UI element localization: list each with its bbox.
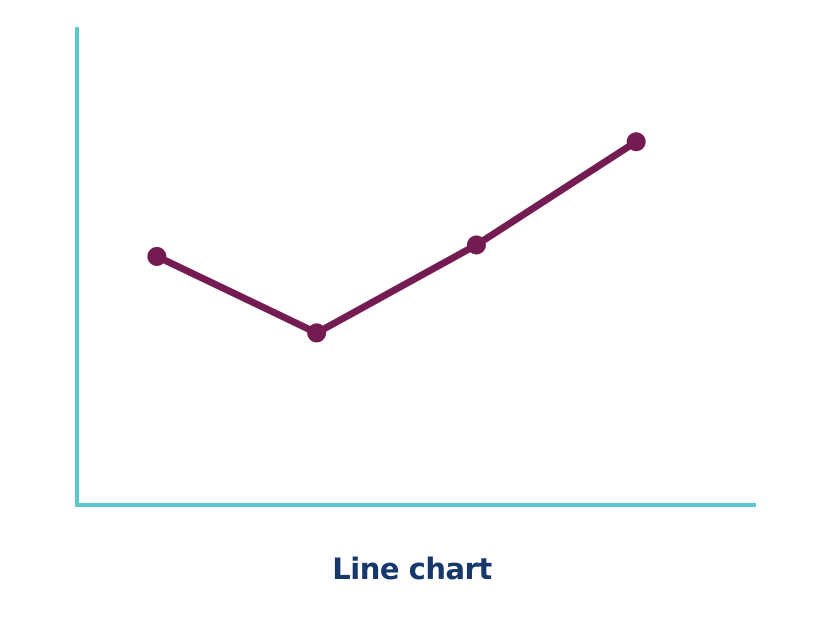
line-chart (75, 27, 756, 507)
data-point-1 (147, 246, 167, 266)
series-layer (147, 132, 646, 343)
chart-caption: Line chart (332, 552, 492, 586)
data-point-4 (626, 132, 646, 152)
series-line (153, 138, 640, 337)
data-point-3 (466, 235, 486, 255)
data-point-2 (307, 323, 327, 343)
